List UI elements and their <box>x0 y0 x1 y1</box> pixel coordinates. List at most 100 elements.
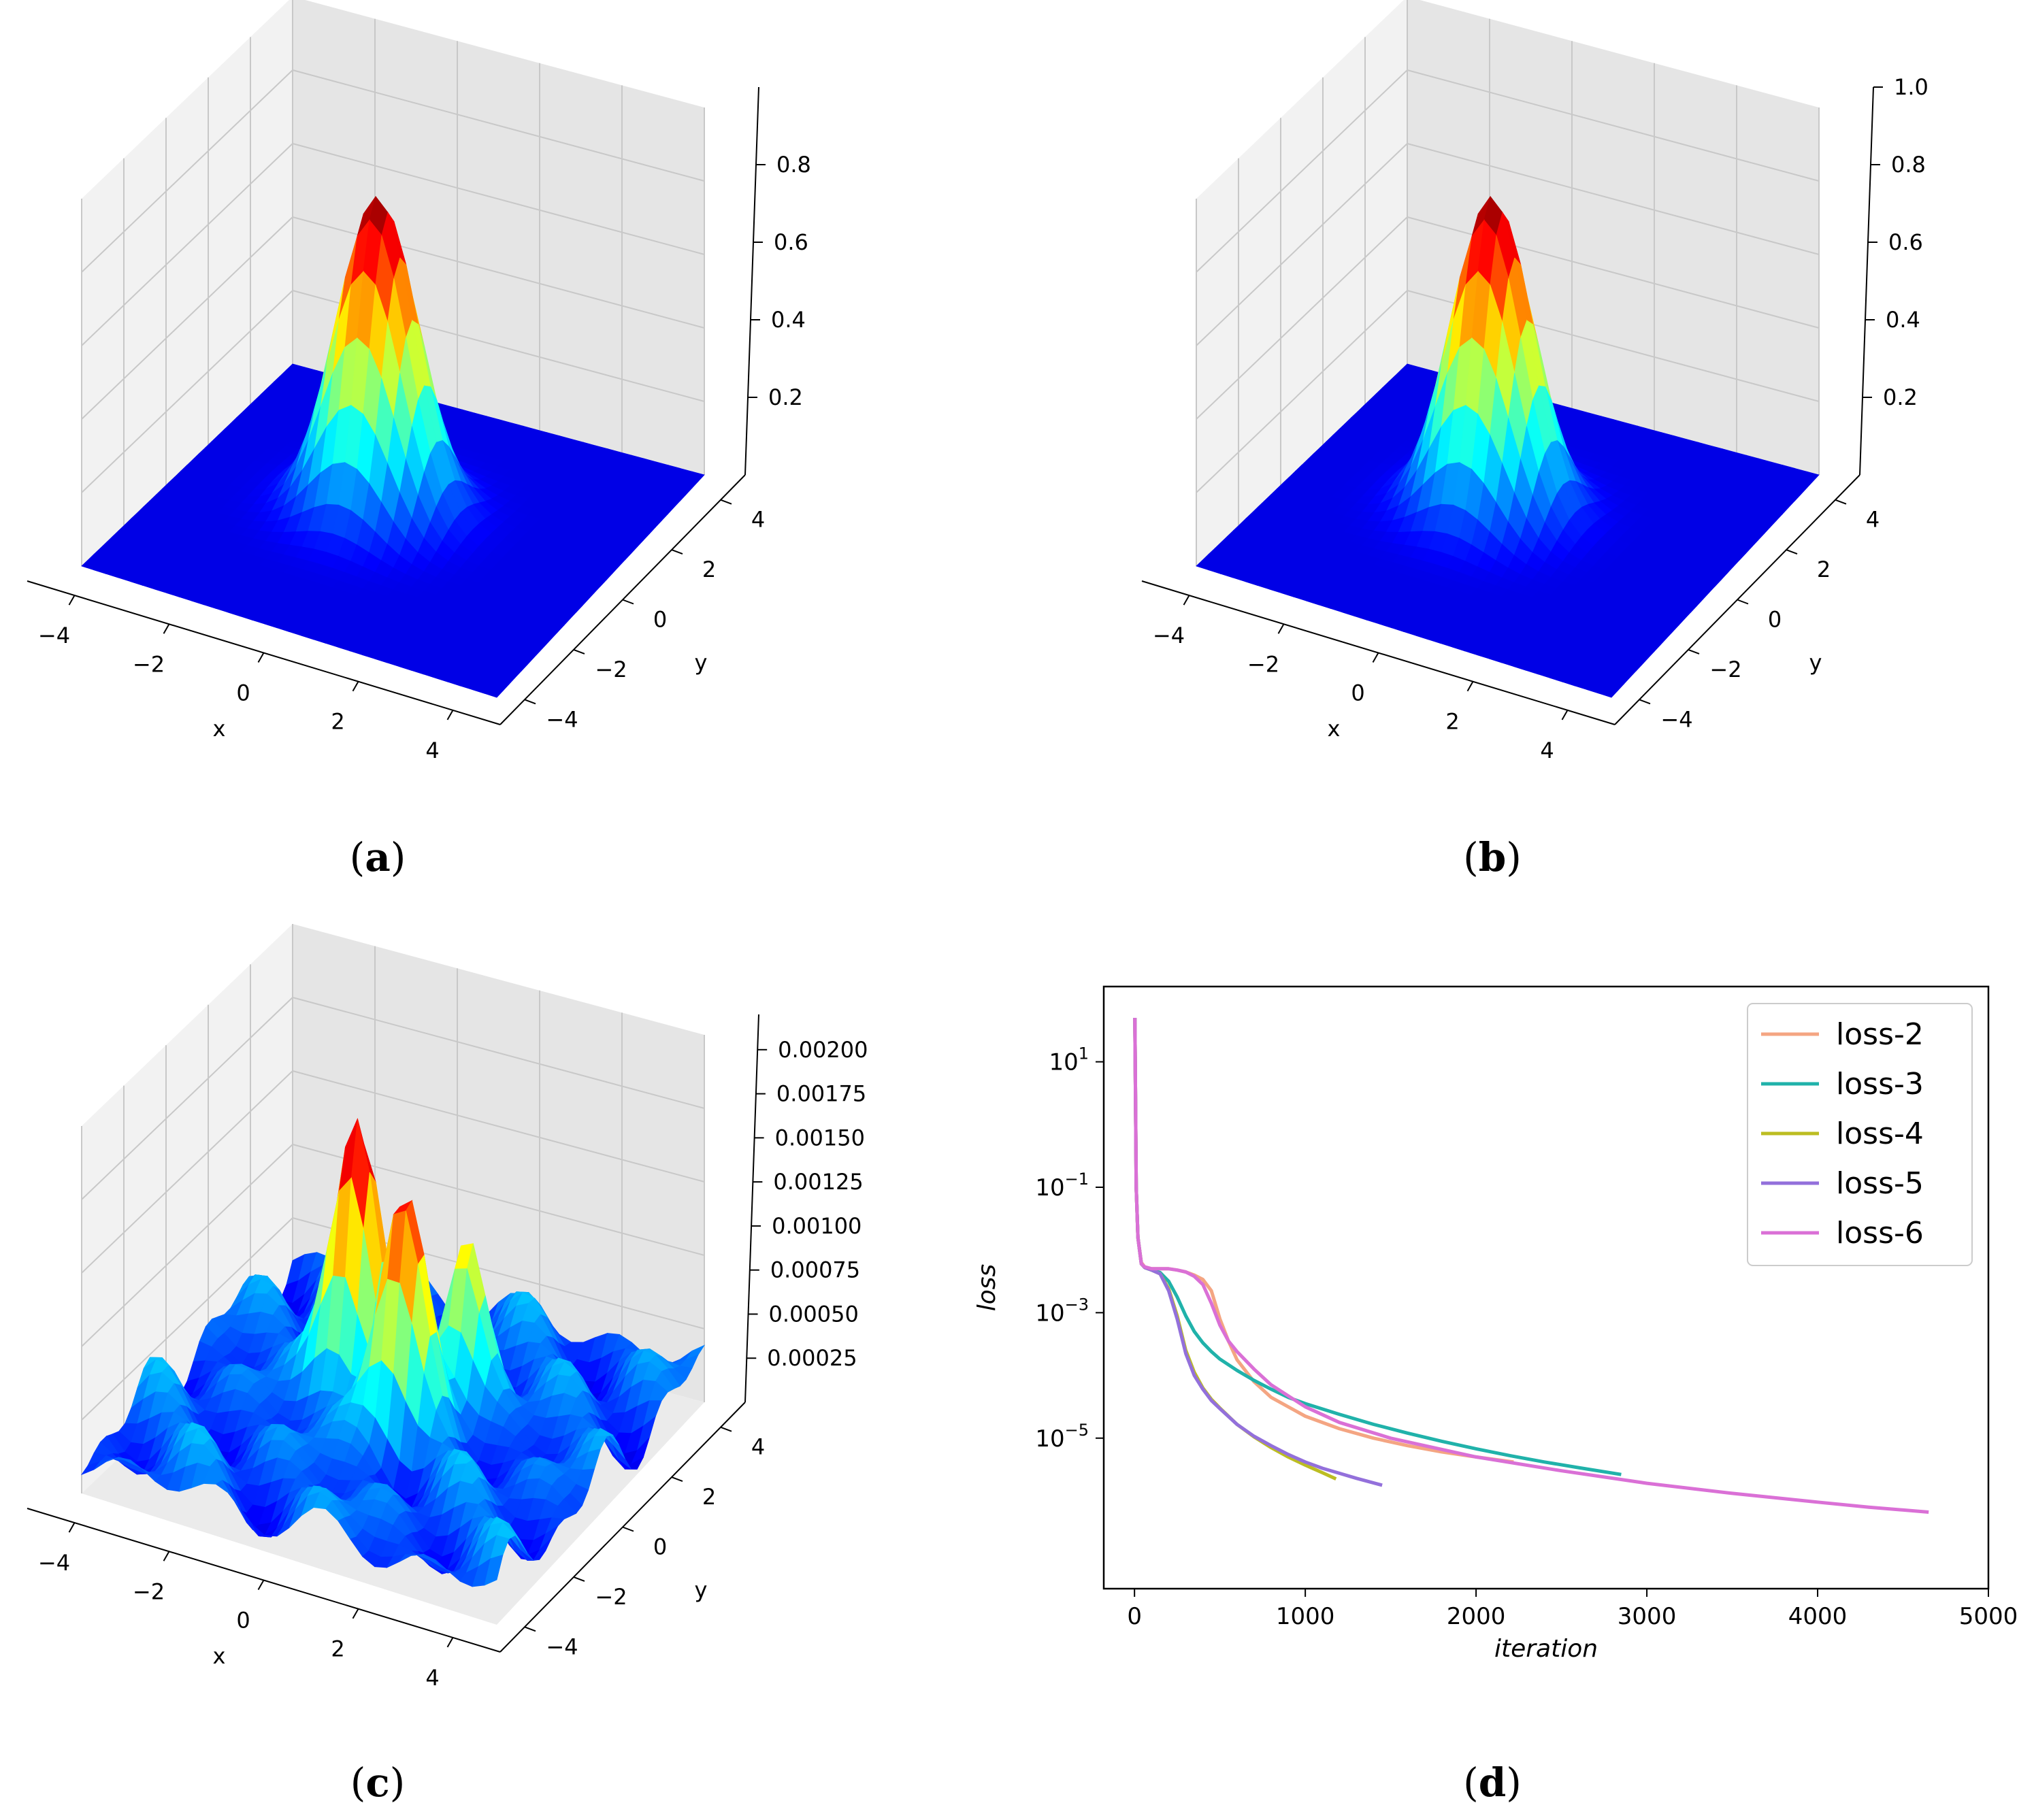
x-tick-label: 0 <box>236 1608 250 1634</box>
y-tick-label: 4 <box>751 1434 765 1460</box>
z-tick-label: 0.00175 <box>776 1081 866 1107</box>
back-wall-gridline <box>292 143 705 255</box>
y-tick <box>720 1426 732 1432</box>
left-wall-gridline <box>81 1070 293 1274</box>
back-wall-gridline <box>1407 143 1820 255</box>
left-wall <box>1196 0 1407 566</box>
z-tick-label: 0.00200 <box>778 1037 868 1063</box>
legend-label: loss-6 <box>1836 1216 1924 1251</box>
y-tick-label: 4 <box>751 507 765 533</box>
z-tick-label: 1.0 <box>1894 74 1929 100</box>
legend-label: loss-4 <box>1836 1116 1924 1151</box>
x-tick-label: 4 <box>425 738 439 763</box>
y-tick <box>622 599 634 605</box>
panel-a: −4 −2 0 2 4 x −4 −2 0 2 4 y 0.2 0.4 0.6 0.8 <box>27 0 811 763</box>
x-tick <box>352 1608 359 1619</box>
surface <box>80 1118 706 1587</box>
z-tick-label: 0.2 <box>768 384 803 410</box>
x-tick <box>352 681 359 692</box>
y-tick <box>1737 599 1749 605</box>
y-tick <box>720 499 732 505</box>
y-axis-label: y <box>1809 650 1822 676</box>
back-wall-gridline <box>292 997 705 1109</box>
y-tick <box>671 549 683 555</box>
left-wall-gridline <box>81 1144 293 1347</box>
back-wall-gridline <box>1407 69 1820 182</box>
surface <box>1196 196 1820 698</box>
y-tick-label: 2 <box>702 1484 716 1510</box>
left-wall-gridline <box>81 69 293 273</box>
y-tick-label: 2 <box>1817 557 1831 582</box>
x-tick-label: 0 <box>1351 680 1364 706</box>
x-tick <box>1183 595 1190 606</box>
x-tick-label: 2000 <box>1447 1603 1506 1630</box>
x-tick-label: 0 <box>236 680 250 706</box>
left-wall-gridline <box>1196 143 1408 346</box>
y-tick-label: −4 <box>1660 706 1692 732</box>
x-axis-label: x <box>213 716 226 742</box>
y-axis-label: loss <box>973 1264 1001 1312</box>
legend-label: loss-5 <box>1836 1166 1924 1201</box>
x-tick <box>257 1580 265 1590</box>
z-tick-label: 0.00100 <box>772 1213 862 1239</box>
y-tick <box>1639 699 1651 705</box>
left-wall-gridline <box>81 1217 293 1421</box>
z-axis-line <box>1859 86 1874 476</box>
x-tick <box>446 1637 454 1648</box>
caption-a: (a) <box>350 834 406 880</box>
left-wall-gridline <box>1196 290 1408 493</box>
y-tick-label: 10−1 <box>1035 1170 1089 1202</box>
x-tick <box>446 710 454 721</box>
left-wall-gridline <box>1196 216 1408 420</box>
x-axis-label: x <box>213 1643 226 1669</box>
x-tick <box>163 1551 170 1561</box>
surface-facet <box>1598 686 1618 698</box>
x-tick <box>68 1522 76 1533</box>
x-tick <box>1277 623 1285 634</box>
z-tick-label: 0.8 <box>1891 152 1926 178</box>
y-tick <box>524 699 536 705</box>
x-tick <box>1561 710 1569 721</box>
y-axis-label: y <box>695 650 708 676</box>
back-wall-gridline <box>292 69 705 182</box>
y-tick <box>1786 549 1798 555</box>
x-tick-label: 0 <box>1127 1603 1142 1630</box>
caption-b: (b) <box>1463 834 1522 880</box>
y-tick <box>1835 499 1847 505</box>
y-tick-label: −2 <box>1709 657 1741 682</box>
x-tick-label: −4 <box>38 623 70 648</box>
caption-c: (c) <box>350 1759 406 1806</box>
x-tick-label: 4000 <box>1788 1603 1848 1630</box>
x-axis-label: iteration <box>1494 1635 1598 1663</box>
y-tick <box>671 1476 683 1483</box>
z-tick-label: 0.8 <box>776 152 811 178</box>
y-tick-label: 10−5 <box>1035 1421 1089 1453</box>
left-wall-gridline <box>81 997 293 1200</box>
left-wall-gridline <box>81 216 293 420</box>
surface <box>81 196 705 698</box>
x-tick-label: 3000 <box>1618 1603 1677 1630</box>
x-tick-label: −2 <box>1247 651 1279 677</box>
x-tick-label: 2 <box>331 709 344 735</box>
x-tick-label: 2 <box>331 1636 344 1662</box>
y-tick-label: 0 <box>653 607 667 633</box>
x-tick <box>1372 652 1379 663</box>
x-tick <box>68 595 76 606</box>
y-tick-label: 10−3 <box>1035 1295 1089 1327</box>
left-wall <box>82 0 293 566</box>
y-tick <box>622 1526 634 1532</box>
y-tick-label: 2 <box>702 557 716 582</box>
x-tick-label: −4 <box>38 1550 70 1576</box>
left-wall-gridline <box>81 143 293 346</box>
panel-c: −4 −2 0 2 4 x −4 −2 0 2 4 y 0.00025 0.00050 0.00075 0.0… <box>27 924 868 1691</box>
y-tick-label: 4 <box>1866 507 1880 533</box>
x-tick-label: −2 <box>133 1578 165 1604</box>
z-tick-label: 0.00125 <box>773 1169 863 1195</box>
x-axis-label: x <box>1328 716 1341 742</box>
y-tick <box>1688 648 1700 655</box>
x-tick-label: 5000 <box>1959 1603 2018 1630</box>
x-tick-label: 4 <box>425 1665 439 1691</box>
z-tick-label: 0.00025 <box>767 1345 857 1371</box>
z-tick-label: 0.4 <box>771 307 806 333</box>
